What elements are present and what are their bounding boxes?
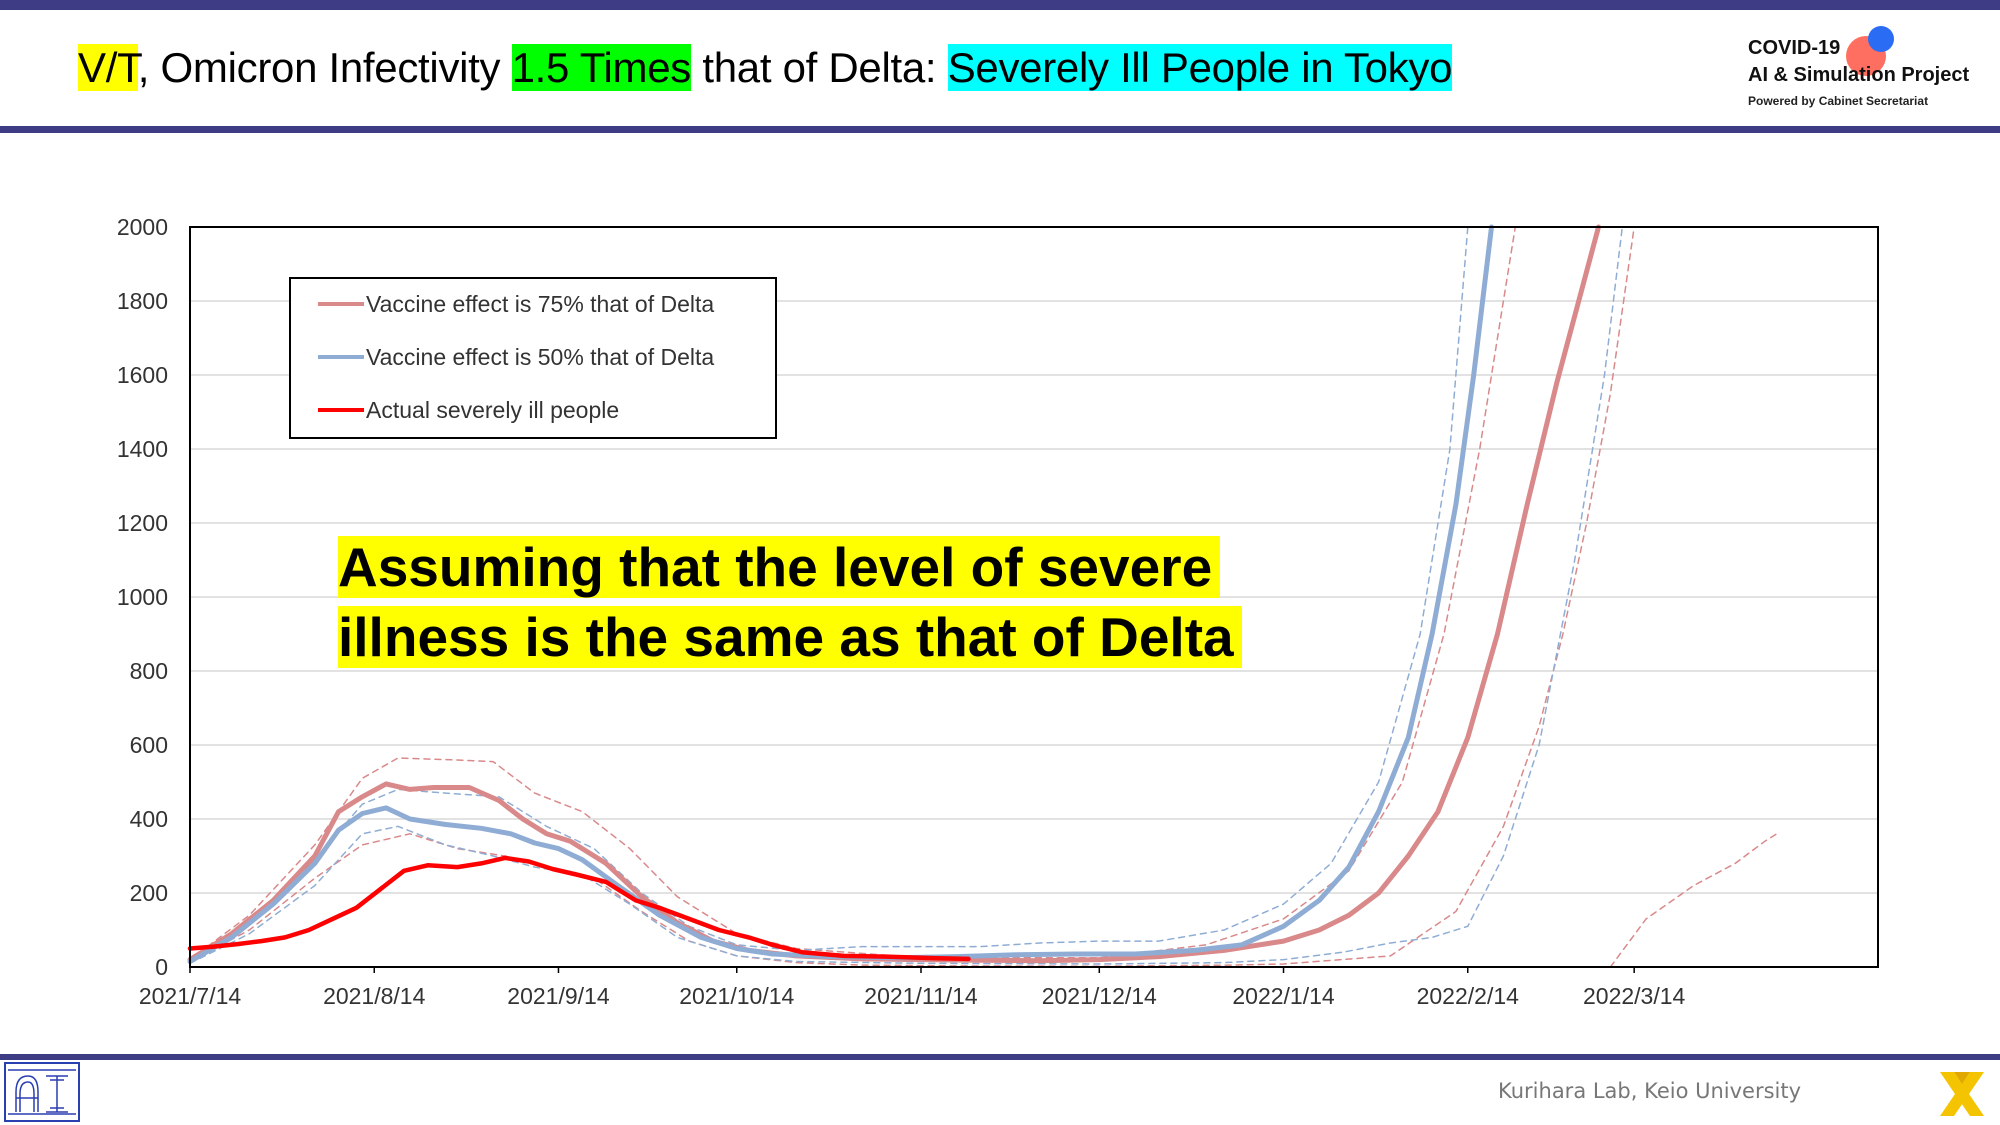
series-line-2 xyxy=(187,855,971,962)
series-line-7 xyxy=(1609,833,1778,968)
x-tick-label-8: 2022/3/14 xyxy=(1583,983,1686,1009)
callout-line-2: illness is the same as that of Delta xyxy=(338,606,1242,668)
legend-label-50: Vaccine effect is 50% that of Delta xyxy=(366,344,714,370)
logo-blue-dot-icon xyxy=(1868,26,1894,52)
legend-label-75: Vaccine effect is 75% that of Delta xyxy=(366,291,714,317)
series-line-1 xyxy=(187,224,1494,964)
y-tick-label-1800: 1800 xyxy=(117,288,168,314)
footer-credit: Kurihara Lab, Keio University xyxy=(1498,1079,1802,1103)
y-tick-label-200: 200 xyxy=(130,880,168,906)
x-tick-label-4: 2021/11/14 xyxy=(864,983,978,1009)
x-tick-label-1: 2021/8/14 xyxy=(323,983,426,1009)
plot-area-frame xyxy=(189,226,1879,968)
legend-box xyxy=(289,277,777,439)
y-tick-label-400: 400 xyxy=(130,806,168,832)
y-tick-label-800: 800 xyxy=(130,658,168,684)
x-axis-ticks: 2021/7/14 2021/8/14 2021/9/14 2021/10/14 202… xyxy=(139,967,1686,1009)
x-tick-label-6: 2022/1/14 xyxy=(1232,983,1335,1009)
x-mark-logo-icon xyxy=(1940,1072,1984,1116)
series-line-3 xyxy=(189,226,1517,961)
y-tick-label-2000: 2000 xyxy=(117,214,168,240)
logo-line-powered: Powered by Cabinet Secretariat xyxy=(1748,94,1929,108)
logo-line-covid: COVID-19 xyxy=(1748,37,1841,59)
footer-divider-band xyxy=(0,1054,2000,1060)
top-accent-bar xyxy=(0,0,2000,10)
title-segment-omicron: , Omicron Infectivity xyxy=(137,44,512,91)
title-segment-tokyo: Severely Ill People in Tokyo xyxy=(947,44,1453,91)
y-tick-label-1600: 1600 xyxy=(117,362,168,388)
page-title: V/T, Omicron Infectivity 1.5 Times that … xyxy=(78,44,1452,92)
header-divider-band xyxy=(0,126,2000,133)
ai-lab-logo-icon xyxy=(4,1062,80,1122)
chart-legend: Vaccine effect is 75% that of Delta Vacc… xyxy=(289,277,777,439)
y-tick-label-600: 600 xyxy=(130,732,168,758)
y-tick-label-1400: 1400 xyxy=(117,436,168,462)
series-line-4 xyxy=(189,226,1635,968)
legend-label-actual: Actual severely ill people xyxy=(366,397,619,423)
logo-line-project: AI & Simulation Project xyxy=(1748,64,1970,86)
covid-project-logo: COVID-19 AI & Simulation Project Powered… xyxy=(1748,26,1988,116)
y-tick-label-1000: 1000 xyxy=(117,584,168,610)
x-tick-label-3: 2021/10/14 xyxy=(679,983,794,1009)
x-tick-label-0: 2021/7/14 xyxy=(139,983,242,1009)
title-segment-ratio: 1.5 Times xyxy=(511,44,691,91)
chart-series xyxy=(187,224,1778,968)
y-tick-label-0: 0 xyxy=(155,954,168,980)
y-axis-ticks: 0 200 400 600 800 1000 1200 1400 1600 1800 2000 xyxy=(117,214,168,980)
x-tick-label-7: 2022/2/14 xyxy=(1417,983,1520,1009)
y-tick-label-1200: 1200 xyxy=(117,510,168,536)
x-tick-label-2: 2021/9/14 xyxy=(507,983,610,1009)
callout-line-1: Assuming that the level of severe xyxy=(338,536,1221,598)
assumption-callout: Assuming that the level of severe illnes… xyxy=(338,532,1242,672)
x-tick-label-5: 2021/12/14 xyxy=(1042,983,1157,1009)
series-line-6 xyxy=(189,226,1624,965)
title-segment-delta: that of Delta: xyxy=(691,44,948,91)
title-segment-vt: V/T xyxy=(78,44,138,91)
chart-gridlines xyxy=(190,300,1878,894)
